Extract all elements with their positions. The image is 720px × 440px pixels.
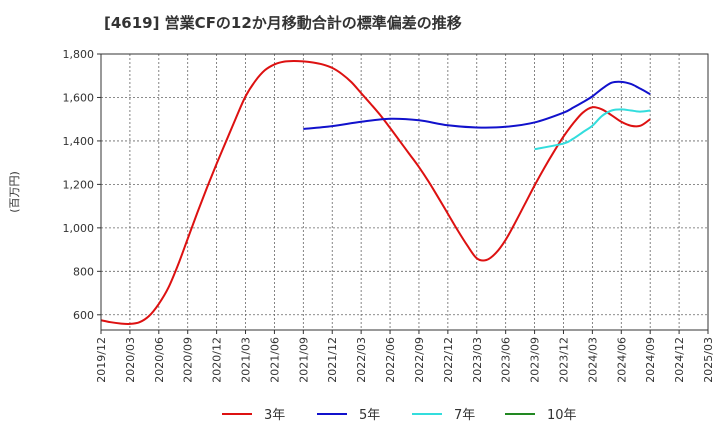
- series-lines: [100, 59, 651, 325]
- x-tick-label: 2020/12: [211, 337, 224, 383]
- x-tick-label: 2022/06: [384, 337, 397, 383]
- legend: 3年 5年 7年 10年: [222, 408, 577, 423]
- x-axis-ticks: 2019/12 2020/03 2020/06 2020/09 2020/12 2021/…: [95, 330, 715, 383]
- x-tick-label: 2020/09: [182, 337, 195, 383]
- y-tick-label: 1,400: [63, 135, 95, 148]
- x-tick-label: 2022/09: [413, 337, 426, 383]
- x-tick-label: 2021/09: [297, 337, 310, 383]
- x-tick-label: 2021/06: [268, 337, 281, 383]
- x-tick-label: 2022/12: [442, 337, 455, 383]
- x-tick-label: 2020/03: [124, 337, 137, 383]
- y-tick-label: 1,200: [63, 178, 95, 191]
- x-tick-label: 2022/03: [355, 337, 368, 383]
- x-tick-label: 2024/03: [586, 337, 599, 383]
- x-tick-label: 2023/12: [557, 337, 570, 383]
- legend-label: 7年: [454, 408, 475, 423]
- series-line-7年: [534, 108, 651, 151]
- x-tick-label: 2024/12: [673, 337, 686, 383]
- x-tick-label: 2023/09: [529, 337, 542, 383]
- x-tick-label: 2021/12: [326, 337, 339, 383]
- y-axis-label: (百万円): [8, 171, 21, 213]
- x-tick-label: 2024/06: [615, 337, 628, 383]
- x-tick-label: 2024/09: [644, 337, 657, 383]
- y-axis-ticks: 600 800 1,000 1,200 1,400 1,600 1,800: [63, 48, 101, 322]
- y-tick-label: 1,000: [63, 222, 95, 235]
- series-line-5年: [303, 80, 651, 130]
- y-tick-label: 800: [73, 265, 94, 278]
- x-tick-label: 2025/03: [702, 337, 715, 383]
- plot-area: [101, 54, 708, 330]
- y-tick-label: 600: [73, 309, 94, 322]
- x-tick-label: 2020/06: [153, 337, 166, 383]
- legend-label: 10年: [547, 408, 577, 423]
- y-tick-label: 1,800: [63, 48, 95, 61]
- legend-label: 3年: [264, 408, 285, 423]
- plot-border: [100, 53, 709, 331]
- y-tick-label: 1,600: [63, 91, 95, 104]
- x-tick-label: 2023/03: [471, 337, 484, 383]
- chart-title: [4619] 営業CFの12か月移動合計の標準偏差の推移: [104, 14, 462, 32]
- legend-label: 5年: [359, 408, 380, 423]
- x-tick-label: 2019/12: [95, 337, 108, 383]
- x-tick-label: 2021/03: [240, 337, 253, 383]
- x-tick-label: 2023/06: [500, 337, 513, 383]
